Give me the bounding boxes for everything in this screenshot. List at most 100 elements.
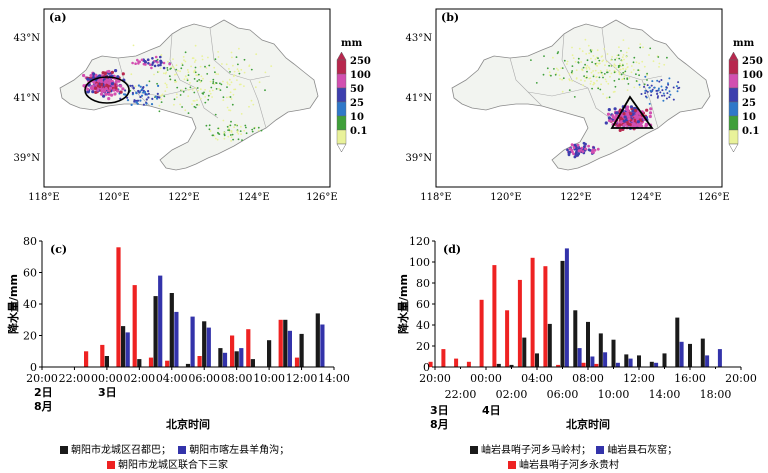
rainfall-dot	[572, 146, 576, 150]
legend-c-row2: 朝阳市龙城区联合下三家	[107, 456, 228, 471]
rainfall-dot	[646, 90, 649, 93]
rainfall-dot	[598, 59, 601, 62]
x-tick-label: 20:00	[725, 372, 757, 385]
rainfall-dot	[201, 58, 204, 61]
rainfall-dot	[193, 61, 196, 63]
rainfall-dot	[202, 77, 204, 80]
map-a-lon-label: 120°E	[98, 192, 129, 203]
rainfall-dot	[587, 144, 590, 148]
rainfall-dot	[233, 74, 236, 77]
x-tick-label: 10:00	[253, 372, 285, 385]
colorbar-tick-label: 10	[742, 112, 756, 123]
rainfall-dot	[666, 56, 668, 59]
map-a-rainfall-dots	[82, 44, 273, 142]
rainfall-dot	[186, 69, 189, 71]
rainfall-dot	[213, 83, 216, 86]
map-b-colorbar: mm 250 100 50 25 10 0.1	[728, 38, 763, 153]
rainfall-dot	[599, 88, 602, 91]
rainfall-dot	[226, 81, 229, 84]
rainfall-dot	[203, 91, 205, 94]
rainfall-dot	[535, 82, 538, 84]
rainfall-dot	[228, 68, 230, 70]
rainfall-dot	[161, 93, 164, 96]
rainfall-dot	[237, 63, 239, 66]
rainfall-dot	[251, 128, 254, 131]
rainfall-dot	[212, 82, 215, 85]
rainfall-dot	[585, 75, 588, 77]
rainfall-dot	[575, 150, 578, 154]
x-tick-label: 12:00	[286, 372, 318, 385]
rainfall-dot	[219, 82, 221, 85]
bar-black	[250, 359, 255, 367]
rainfall-dot	[243, 85, 245, 87]
rainfall-dot	[587, 44, 590, 47]
rainfall-dot	[215, 82, 218, 84]
rainfall-dot	[207, 56, 209, 59]
rainfall-dot	[166, 86, 168, 89]
rainfall-dot	[189, 86, 192, 89]
rainfall-dot	[633, 86, 636, 89]
rainfall-dot	[614, 85, 617, 88]
rainfall-dot	[199, 81, 202, 84]
rainfall-dot	[665, 86, 668, 89]
rainfall-dot	[597, 72, 600, 74]
rainfall-dot	[131, 84, 134, 87]
rainfall-dot	[207, 98, 210, 101]
rainfall-dot	[635, 112, 639, 116]
colorbar-tick-label: 25	[742, 98, 756, 109]
bar-black	[104, 356, 109, 367]
rainfall-dot	[658, 80, 661, 83]
rainfall-dot	[151, 63, 154, 66]
bar-red	[466, 361, 471, 368]
rainfall-dot	[184, 60, 187, 63]
rainfall-dot	[620, 73, 623, 76]
rainfall-dot	[656, 96, 659, 99]
rainfall-dot	[571, 46, 573, 49]
rainfall-dot	[139, 90, 142, 93]
rainfall-dot	[568, 78, 571, 80]
rainfall-dot	[243, 71, 246, 74]
rainfall-dot	[192, 57, 195, 59]
rainfall-dot	[130, 73, 133, 76]
colorbar-tick-label: 0.1	[742, 126, 759, 137]
rainfall-dot	[625, 107, 629, 111]
rainfall-dot	[190, 65, 193, 68]
rainfall-dot	[604, 78, 607, 81]
date-label: 3日	[98, 386, 117, 399]
rainfall-dot	[230, 98, 233, 100]
rainfall-dot	[212, 134, 215, 137]
rainfall-dot	[618, 73, 621, 76]
rainfall-dot	[662, 92, 665, 95]
rainfall-dot	[196, 80, 199, 82]
rainfall-dot	[157, 64, 160, 67]
rainfall-dot	[648, 102, 651, 105]
bar-red	[100, 344, 105, 367]
rainfall-dot	[264, 89, 266, 92]
bar-red	[492, 265, 497, 367]
rainfall-dot	[94, 86, 98, 90]
rainfall-dot	[235, 56, 238, 58]
rainfall-dot	[613, 116, 617, 120]
x-axis-label: 北京时间	[166, 417, 210, 431]
bar-black	[688, 343, 692, 367]
rainfall-dot	[627, 83, 630, 85]
rainfall-dot	[657, 87, 660, 90]
rainfall-dot	[87, 83, 91, 87]
rainfall-dot	[227, 135, 230, 138]
rainfall-dot	[211, 89, 214, 92]
rainfall-dot	[597, 87, 600, 90]
map-a-axes: 43°N 41°N 39°N 118°E 120°E 122°E 124°E 1…	[14, 33, 338, 203]
rainfall-dot	[250, 99, 253, 102]
rainfall-dot	[201, 92, 204, 95]
map-b-lon-label: 124°E	[630, 192, 661, 203]
rainfall-dot	[607, 116, 612, 120]
rainfall-dot	[124, 89, 127, 92]
rainfall-dot	[566, 63, 568, 65]
rainfall-dot	[147, 92, 150, 95]
rainfall-dot	[223, 131, 226, 134]
rainfall-dot	[567, 151, 571, 155]
rainfall-dot	[236, 68, 239, 71]
rainfall-dot	[251, 130, 254, 133]
legend-swatch	[508, 461, 516, 469]
bar-black	[299, 333, 304, 367]
